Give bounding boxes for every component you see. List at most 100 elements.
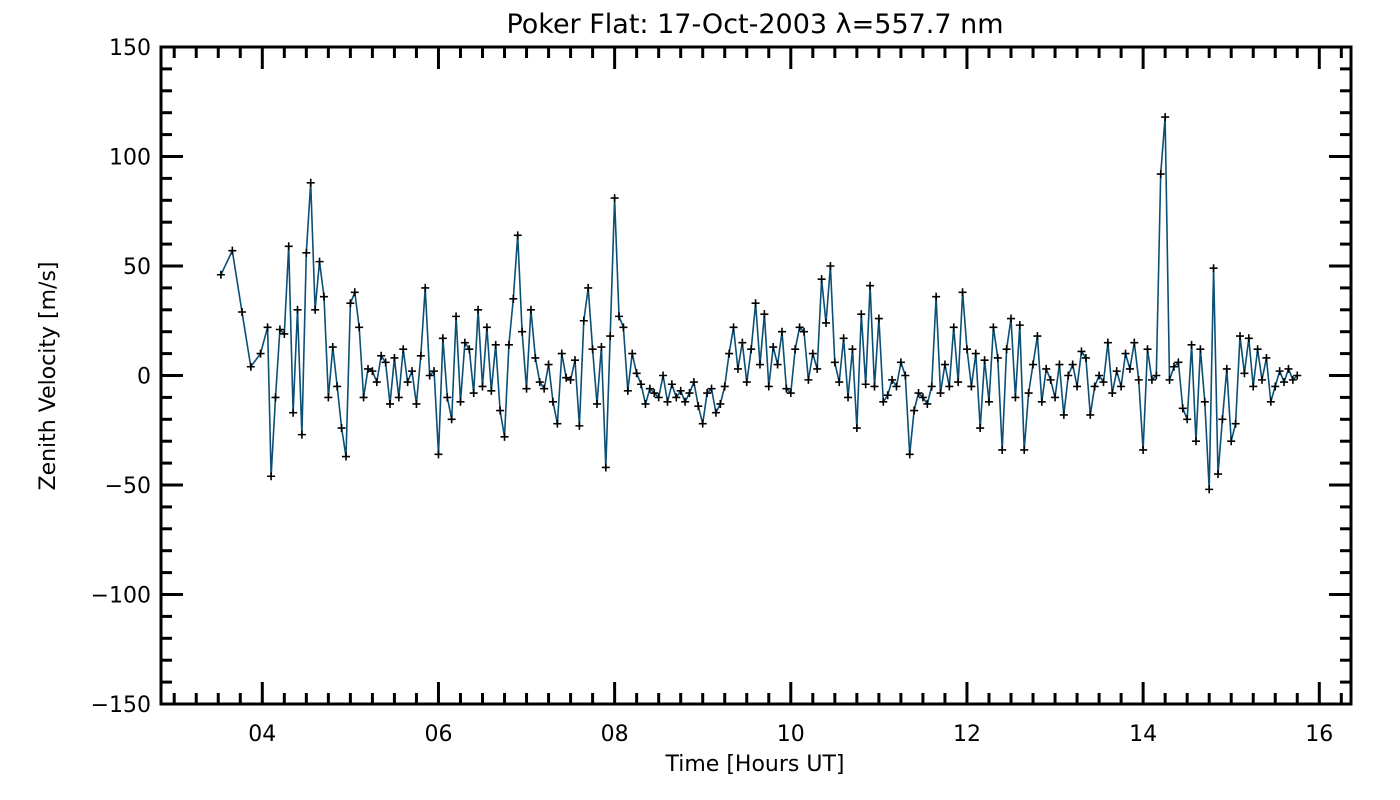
data-point-marker <box>681 397 690 406</box>
data-point-marker <box>452 312 461 321</box>
data-point-marker <box>725 349 734 358</box>
plot-frame <box>159 45 1353 706</box>
data-point-marker <box>447 415 456 424</box>
data-point-marker <box>465 345 474 354</box>
data-point-marker <box>425 371 434 380</box>
data-point-marker <box>1143 345 1152 354</box>
data-point-marker <box>698 419 707 428</box>
x-tick-label: 08 <box>601 722 629 747</box>
data-point-marker <box>1068 360 1077 369</box>
series-line <box>220 116 1298 491</box>
data-point-marker <box>386 399 395 408</box>
data-point-marker <box>848 345 857 354</box>
y-tick-label: 150 <box>109 36 151 61</box>
data-point-marker <box>228 246 237 255</box>
data-point-marker <box>826 262 835 270</box>
data-point-marker <box>1108 389 1117 398</box>
data-point-marker <box>606 332 615 341</box>
data-point-marker <box>1275 367 1284 376</box>
data-point-marker <box>328 343 337 352</box>
y-tick-label: 0 <box>137 365 151 390</box>
data-point-marker <box>363 364 372 373</box>
data-point-marker <box>487 386 496 395</box>
data-point-marker <box>1191 437 1200 446</box>
data-point-marker <box>434 450 443 459</box>
data-point-marker <box>1099 378 1108 387</box>
data-point-marker <box>1227 437 1236 446</box>
data-point-marker <box>1130 338 1139 347</box>
data-point-marker <box>311 305 320 314</box>
data-point-marker <box>1187 340 1196 349</box>
data-point-marker <box>632 369 641 378</box>
data-point-marker <box>1271 382 1280 391</box>
data-point-marker <box>1293 371 1302 380</box>
data-point-marker <box>949 323 958 332</box>
data-point-marker <box>711 408 720 417</box>
data-point-marker <box>1103 338 1112 347</box>
data-point-marker <box>1086 410 1095 419</box>
data-point-marker <box>381 358 390 367</box>
data-point-marker <box>1117 382 1126 391</box>
data-point-marker <box>689 378 698 387</box>
data-point-marker <box>1174 358 1183 367</box>
data-point-marker <box>786 389 795 398</box>
data-point-marker <box>844 393 853 402</box>
y-tick-label: −100 <box>91 584 151 609</box>
data-point-marker <box>857 310 866 319</box>
data-point-marker <box>1266 397 1275 406</box>
data-point-marker <box>808 349 817 358</box>
data-point-marker <box>667 380 676 389</box>
data-point-marker <box>782 384 791 393</box>
x-axis-label: Time [Hours UT] <box>665 752 845 777</box>
data-point-marker <box>548 397 557 406</box>
data-point-marker <box>1288 375 1297 384</box>
data-point-marker <box>641 399 650 408</box>
data-point-marker <box>874 314 883 323</box>
data-point-marker <box>1209 264 1218 273</box>
data-point-marker <box>672 393 681 402</box>
data-point-marker <box>910 406 919 415</box>
x-tick-label: 06 <box>424 722 452 747</box>
data-point-marker <box>267 472 276 481</box>
data-point-marker <box>601 463 610 472</box>
data-point-marker <box>1205 485 1214 494</box>
data-point-marker <box>557 349 566 358</box>
data-point-marker <box>738 338 747 347</box>
data-point-marker <box>813 364 822 373</box>
data-point-marker <box>729 323 738 332</box>
data-point-marker <box>1156 170 1165 179</box>
data-point-marker <box>355 323 364 332</box>
data-point-marker <box>522 384 531 393</box>
data-point-marker <box>474 305 483 314</box>
data-point-marker <box>1262 353 1271 362</box>
data-point-marker <box>579 316 588 325</box>
data-point-marker <box>496 406 505 415</box>
data-point-marker <box>769 343 778 352</box>
data-point-marker <box>945 382 954 391</box>
data-point-marker <box>932 292 941 301</box>
data-point-marker <box>1125 364 1134 373</box>
data-point-marker <box>412 399 421 408</box>
data-point-marker <box>584 283 593 292</box>
data-point-marker <box>246 362 255 371</box>
data-point-marker <box>372 378 381 387</box>
data-point-marker <box>914 389 923 398</box>
data-point-marker <box>1169 362 1178 371</box>
data-point-marker <box>1139 445 1148 454</box>
data-point-marker <box>1231 419 1240 428</box>
data-point-marker <box>764 382 773 391</box>
data-point-marker <box>500 432 509 441</box>
data-point-marker <box>1213 470 1222 479</box>
data-point-marker <box>570 356 579 365</box>
data-point-marker <box>755 360 764 369</box>
data-point-marker <box>368 367 377 376</box>
data-point-marker <box>1249 382 1258 391</box>
data-point-marker <box>817 275 826 284</box>
x-tick-label: 04 <box>248 722 276 747</box>
data-point-marker <box>562 373 571 382</box>
data-point-marker <box>289 408 298 417</box>
data-point-marker <box>1059 410 1068 419</box>
data-point-marker <box>962 345 971 354</box>
data-point-marker <box>597 343 606 352</box>
data-point-marker <box>694 402 703 411</box>
